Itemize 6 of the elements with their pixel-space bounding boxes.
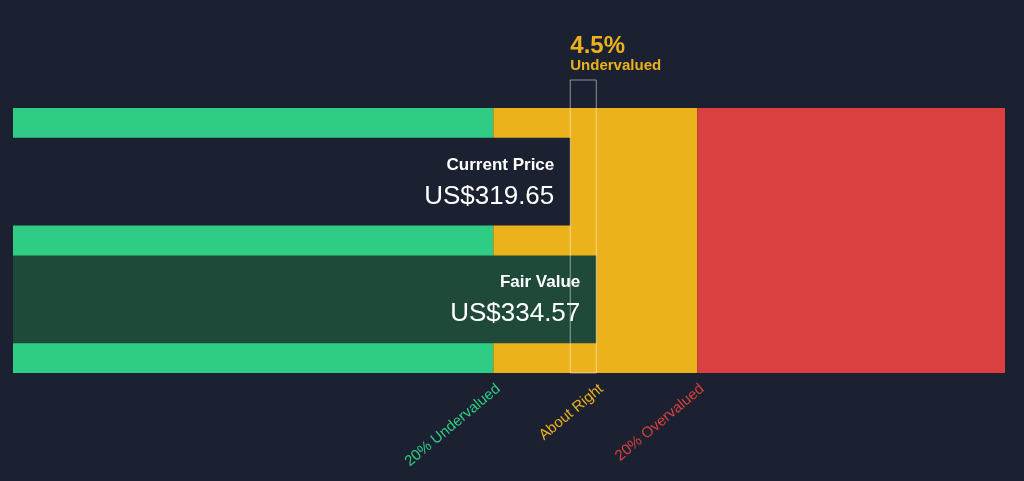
text: 4.5% — [570, 31, 625, 58]
y-tick-label: Fair Value — [499, 272, 581, 292]
text: Undervalued — [570, 56, 662, 73]
data-label: US$319.65 — [424, 179, 555, 210]
data-label: US$334.57 — [450, 297, 581, 328]
y-tick-label: Current Price — [446, 154, 555, 174]
